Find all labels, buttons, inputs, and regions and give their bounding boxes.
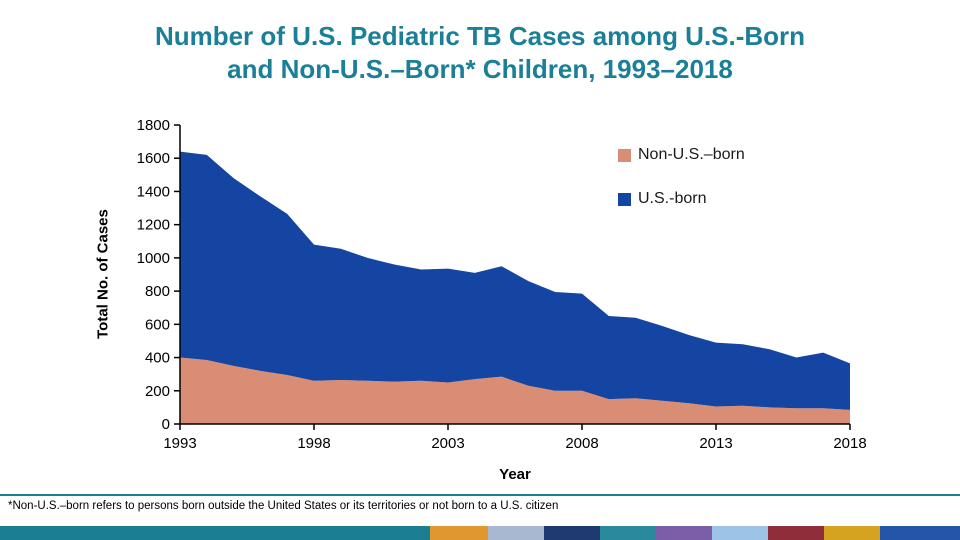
y-tick-label: 1200 [137, 217, 170, 234]
legend-swatch-non-us-born [618, 148, 631, 162]
y-tick-label: 600 [145, 316, 170, 333]
slide-title-line2: and Non-U.S.–Born* Children, 1993–2018 [227, 53, 733, 84]
legend-item-non-us-born: Non-U.S.–born [618, 146, 745, 164]
footer-stripe-segment-2 [488, 526, 544, 540]
x-tick-label: 2018 [833, 435, 866, 452]
y-tick-label: 1600 [137, 150, 170, 167]
legend-swatch-us-born [618, 192, 631, 206]
chart-legend: Non-U.S.–born U.S.-born [618, 146, 745, 208]
y-tick-label: 0 [162, 416, 170, 433]
footnote-rule [0, 494, 960, 496]
footer-stripe-segment-6 [712, 526, 768, 540]
area-series-1 [180, 151, 850, 410]
y-tick-label: 1000 [137, 250, 170, 267]
legend-item-us-born: U.S.-born [618, 190, 745, 208]
footer-stripe-segment-8 [824, 526, 880, 540]
footer-stripe-segment-4 [600, 526, 656, 540]
footer-stripe-segment-9 [880, 526, 960, 540]
x-tick-label: 1998 [297, 435, 330, 452]
stacked-area-chart: 0 200 400 600 800 1000 1200 1400 1600 1800 1993 199… [137, 117, 867, 452]
footnote: *Non-U.S.–born refers to persons born ou… [8, 500, 559, 512]
footer-stripe-segment-3 [544, 526, 600, 540]
legend-label-non-us-born: Non-U.S.–born [638, 146, 745, 163]
y-tick-label: 1400 [137, 183, 170, 200]
legend-label-us-born: U.S.-born [638, 190, 707, 207]
y-tick-label: 200 [145, 383, 170, 400]
footer-stripe-segment-5 [656, 526, 712, 540]
x-tick-label: 1993 [163, 435, 196, 452]
y-tick-label: 400 [145, 350, 170, 367]
x-tick-label: 2013 [699, 435, 732, 452]
x-axis-title: Year [499, 466, 531, 483]
area-series-0 [180, 357, 850, 424]
footer-stripe-segment-1 [430, 526, 488, 540]
x-tick-label: 2008 [565, 435, 598, 452]
y-tick-label: 800 [145, 283, 170, 300]
slide-title-line1: Number of U.S. Pediatric TB Cases among … [154, 21, 806, 51]
footer-stripe-segment-0 [0, 526, 430, 540]
y-tick-label: 1800 [137, 117, 170, 134]
slide-title: Number of U.S. Pediatric TB Cases among … [0, 20, 960, 85]
x-tick-label: 2003 [431, 435, 464, 452]
footer-color-stripe [0, 526, 960, 540]
footer-stripe-segment-7 [768, 526, 824, 540]
